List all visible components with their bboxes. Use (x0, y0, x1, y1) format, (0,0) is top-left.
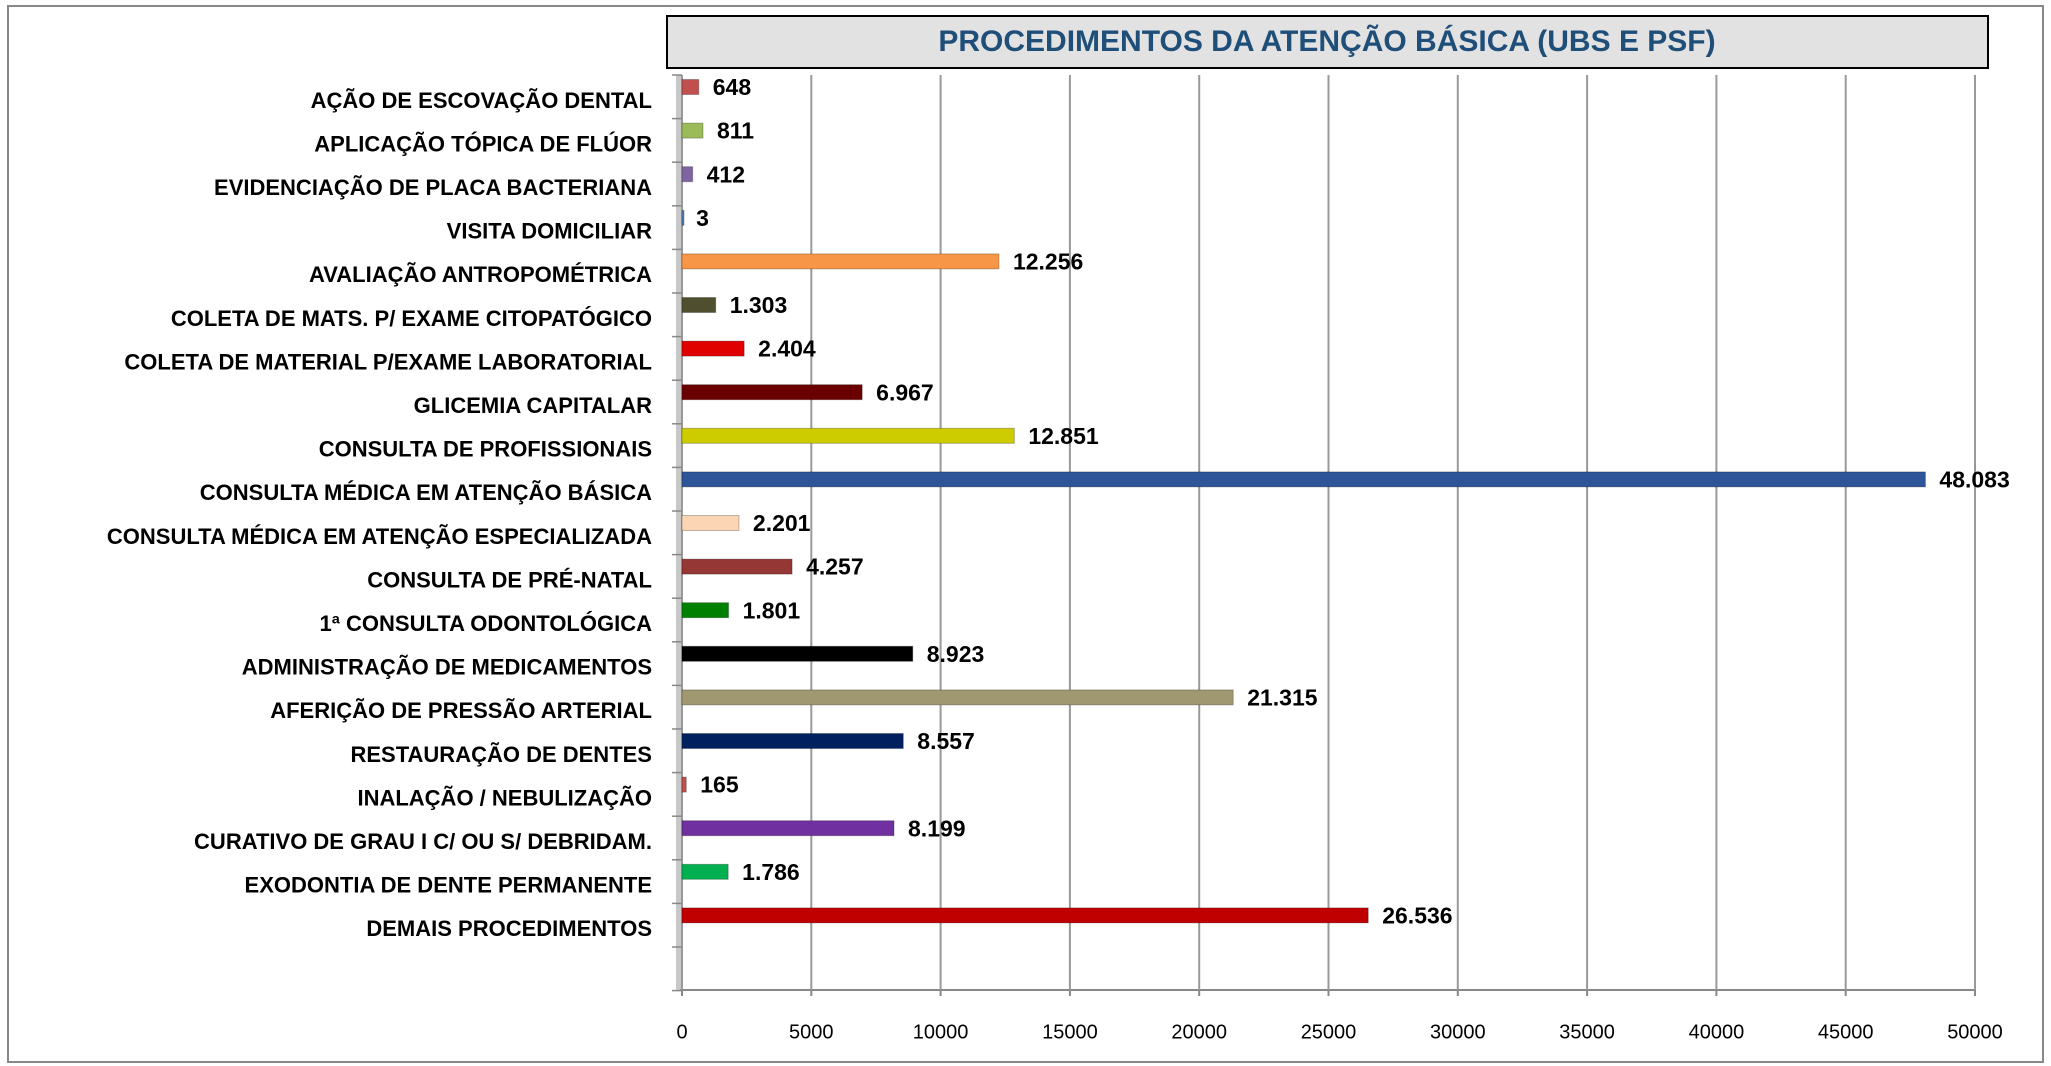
bar (681, 558, 793, 575)
bar (681, 427, 1015, 444)
value-label: 648 (713, 74, 752, 100)
bar (681, 907, 1369, 924)
value-label: 21.315 (1247, 684, 1318, 710)
y-tick-label: RESTAURAÇÃO DE DENTES (350, 742, 652, 767)
y-tick-label: CONSULTA DE PROFISSIONAIS (319, 437, 652, 462)
value-label: 48.083 (1939, 466, 2009, 492)
x-tick-label: 10000 (913, 1021, 969, 1043)
value-label: 6.967 (876, 379, 934, 405)
y-tick-label: EVIDENCIAÇÃO DE PLACA BACTERIANA (214, 175, 652, 200)
value-label: 1.786 (742, 859, 800, 885)
y-tick-label: CONSULTA MÉDICA EM ATENÇÃO BÁSICA (200, 480, 652, 505)
value-label: 8.199 (908, 815, 966, 841)
value-label: 12.256 (1013, 248, 1083, 274)
bar (681, 515, 740, 531)
bar (681, 471, 1926, 488)
y-tick-label: CONSULTA DE PRÉ-NATAL (367, 567, 652, 592)
y-tick-label: COLETA DE MATS. P/ EXAME CITOPATÓGICO (171, 306, 652, 331)
bar (681, 340, 745, 357)
bar (681, 733, 904, 749)
value-label: 26.536 (1382, 902, 1452, 928)
value-label: 2.404 (758, 336, 816, 362)
bar (681, 253, 1000, 270)
x-tick-label: 20000 (1171, 1021, 1227, 1043)
y-tick-label: AÇÃO DE ESCOVAÇÃO DENTAL (311, 88, 652, 113)
value-label: 3 (696, 205, 709, 231)
y-tick-label: AVALIAÇÃO ANTROPOMÉTRICA (309, 262, 652, 287)
value-label: 1.801 (743, 597, 801, 623)
y-tick-label: 1ª CONSULTA ODONTOLÓGICA (320, 611, 653, 636)
value-label: 12.851 (1028, 423, 1099, 449)
bar (681, 209, 685, 226)
title-box (666, 15, 1989, 69)
y-tick-label: DEMAIS PROCEDIMENTOS (366, 916, 652, 941)
x-tick-label: 0 (676, 1021, 687, 1043)
value-label: 1.303 (730, 292, 788, 318)
y-tick-label: AFERIÇÃO DE PRESSÃO ARTERIAL (270, 698, 652, 723)
bar (681, 79, 700, 95)
value-label: 8.557 (917, 728, 975, 754)
bar (681, 820, 895, 837)
bar (681, 166, 694, 183)
value-label: 811 (717, 118, 754, 144)
y-tick-label: INALAÇÃO / NEBULIZAÇÃO (357, 785, 652, 810)
x-tick-label: 45000 (1818, 1021, 1874, 1043)
y-tick-label: APLICAÇÃO TÓPICA DE FLÚOR (314, 131, 652, 156)
bar (681, 297, 717, 313)
bar (681, 776, 687, 793)
x-tick-label: 30000 (1430, 1021, 1486, 1043)
chart-title: PROCEDIMENTOS DA ATENÇÃO BÁSICA (UBS E P… (938, 24, 1715, 58)
x-tick-label: 25000 (1301, 1021, 1357, 1043)
value-label: 412 (707, 161, 745, 187)
x-tick-label: 5000 (789, 1021, 834, 1043)
chart-border (7, 5, 2044, 1063)
y-tick-label: EXODONTIA DE DENTE PERMANENTE (245, 873, 652, 898)
y-tick-label: VISITA DOMICILIAR (447, 219, 652, 244)
x-tick-label: 35000 (1559, 1021, 1615, 1043)
value-label: 2.201 (753, 510, 811, 536)
value-label: 4.257 (806, 554, 864, 580)
y-tick-label: CONSULTA MÉDICA EM ATENÇÃO ESPECIALIZADA (107, 524, 652, 549)
bar (681, 863, 729, 880)
bar (681, 384, 863, 401)
bar (681, 689, 1234, 706)
bar (681, 602, 730, 619)
y-tick-label: COLETA DE MATERIAL P/EXAME LABORATORIAL (124, 349, 652, 374)
x-tick-label: 40000 (1689, 1021, 1745, 1043)
y-tick-label: GLICEMIA CAPITALAR (414, 393, 652, 418)
wall (676, 75, 682, 990)
y-tick-label: CURATIVO DE GRAU I C/ OU S/ DEBRIDAM. (194, 829, 652, 854)
x-tick-label: 15000 (1042, 1021, 1098, 1043)
bar (681, 122, 704, 139)
value-label: 165 (700, 772, 739, 798)
x-tick-label: 50000 (1947, 1021, 2003, 1043)
bar (681, 645, 914, 662)
y-tick-label: ADMINISTRAÇÃO DE MEDICAMENTOS (242, 655, 652, 680)
value-label: 8.923 (927, 641, 985, 667)
